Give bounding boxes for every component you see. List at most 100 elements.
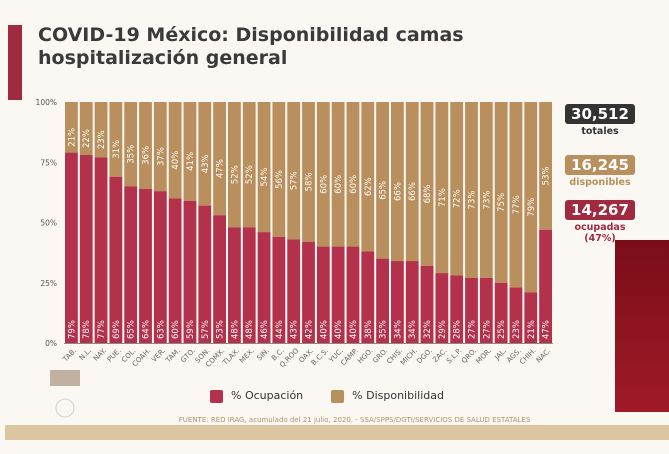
- bar-disponibilidad: [287, 102, 301, 240]
- x-tick-label: DGO.: [415, 347, 434, 366]
- data-label-disponibilidad: 71%: [438, 188, 448, 207]
- data-label-disponibilidad: 60%: [319, 175, 329, 194]
- bar-ocupacion: [153, 191, 167, 343]
- bar-disponibilidad: [94, 102, 108, 158]
- data-label-ocupacion: 32%: [423, 320, 433, 339]
- bar-disponibilidad: [524, 102, 538, 293]
- data-label-ocupacion: 38%: [364, 320, 374, 339]
- legend-swatch-ocupacion: [210, 389, 223, 403]
- x-tick-label: TAM.: [164, 347, 182, 365]
- data-label-ocupacion: 48%: [245, 320, 255, 339]
- title-accent-bar: [8, 25, 22, 100]
- data-label-disponibilidad: 53%: [542, 166, 552, 185]
- x-tick-label: GTO.: [179, 347, 197, 365]
- bar-ocupacion: [361, 251, 375, 343]
- disponibles-label: disponibles: [569, 177, 631, 188]
- data-label-disponibilidad: 31%: [112, 140, 122, 159]
- totales-value: 30,512: [565, 104, 635, 124]
- data-label-disponibilidad: 65%: [379, 181, 389, 200]
- bar-disponibilidad: [79, 102, 93, 156]
- data-label-ocupacion: 48%: [230, 320, 240, 339]
- data-label-disponibilidad: 35%: [127, 145, 137, 164]
- y-tick-label: 75%: [40, 158, 57, 167]
- x-tick-label: MICH.: [399, 347, 419, 367]
- data-label-disponibilidad: 23%: [97, 130, 107, 149]
- data-label-ocupacion: 65%: [127, 320, 137, 339]
- page-title: COVID-19 México: Disponibilidad camas ho…: [38, 24, 464, 69]
- data-label-ocupacion: 69%: [112, 320, 122, 339]
- bar-disponibilidad: [139, 102, 152, 189]
- bar-disponibilidad: [539, 102, 552, 230]
- bar-ocupacion: [287, 239, 301, 343]
- ocupadas-pct: (47%): [584, 233, 616, 244]
- bar-ocupacion: [405, 261, 419, 343]
- y-tick-label: 0%: [45, 339, 57, 348]
- bar-ocupacion: [272, 236, 286, 343]
- legend-label-disponibilidad: % Disponibilidad: [352, 389, 444, 402]
- totales-label: totales: [581, 126, 619, 137]
- data-label-disponibilidad: 75%: [497, 193, 507, 212]
- chart-legend: % Ocupación % Disponibilidad: [210, 389, 444, 403]
- video-overlay-panel: [615, 240, 669, 412]
- disponibles-value: 16,245: [565, 155, 635, 175]
- data-label-ocupacion: 23%: [512, 320, 522, 339]
- stat-disponibles: 16,245 disponibles: [565, 155, 635, 188]
- bar-disponibilidad: [420, 102, 434, 266]
- x-tick-label: VER.: [150, 347, 167, 364]
- data-label-disponibilidad: 58%: [305, 172, 315, 191]
- data-label-ocupacion: 78%: [82, 320, 92, 339]
- bar-disponibilidad: [494, 102, 508, 283]
- data-label-ocupacion: 21%: [527, 320, 537, 339]
- ocupadas-value: 14,267: [565, 200, 635, 220]
- bar-ocupacion: [524, 292, 538, 343]
- data-label-disponibilidad: 37%: [156, 147, 166, 166]
- data-label-ocupacion: 27%: [468, 320, 478, 339]
- x-tick-label: N.L.: [78, 347, 93, 362]
- bar-disponibilidad: [465, 102, 478, 278]
- data-label-disponibilidad: 47%: [216, 159, 226, 178]
- bar-ocupacion: [213, 215, 226, 343]
- bar-disponibilidad: [109, 102, 123, 177]
- bar-ocupacion: [94, 157, 108, 343]
- data-label-ocupacion: 53%: [216, 320, 226, 339]
- data-label-ocupacion: 63%: [156, 320, 166, 339]
- bar-disponibilidad: [376, 102, 389, 259]
- bar-disponibilidad: [124, 102, 138, 187]
- data-label-disponibilidad: 43%: [201, 154, 211, 173]
- data-label-disponibilidad: 54%: [260, 168, 270, 187]
- bar-ocupacion: [168, 198, 182, 343]
- bar-disponibilidad: [331, 102, 345, 247]
- legend-disponibilidad: % Disponibilidad: [331, 389, 444, 403]
- legend-swatch-disponibilidad: [331, 389, 345, 403]
- x-tick-label: QRO.: [460, 347, 478, 365]
- bar-ocupacion: [242, 227, 256, 343]
- x-tick-label: SIN.: [255, 347, 271, 363]
- bar-ocupacion: [450, 275, 464, 343]
- source-note: FUENTE: RED IRAG, acumulado del 21 julio…: [178, 416, 531, 424]
- x-tick-label: CHIH.: [518, 347, 538, 367]
- data-label-ocupacion: 57%: [201, 320, 211, 339]
- bar-disponibilidad: [302, 102, 315, 242]
- legend-ocupacion: % Ocupación: [210, 389, 303, 403]
- data-label-ocupacion: 60%: [171, 320, 181, 339]
- x-tick-label: S.L.P.: [445, 347, 463, 365]
- bar-ocupacion: [316, 246, 330, 343]
- footer-band: [5, 425, 669, 440]
- bar-ocupacion: [139, 188, 152, 343]
- ocupadas-label: ocupadas: [574, 222, 626, 233]
- bar-disponibilidad: [346, 102, 360, 247]
- government-logo-icon: [50, 370, 80, 418]
- bar-ocupacion: [109, 176, 123, 343]
- data-label-disponibilidad: 73%: [468, 191, 478, 210]
- data-label-ocupacion: 40%: [334, 320, 344, 339]
- bar-disponibilidad: [242, 102, 256, 228]
- data-label-ocupacion: 40%: [319, 320, 329, 339]
- data-label-ocupacion: 27%: [482, 320, 492, 339]
- data-label-ocupacion: 40%: [349, 320, 359, 339]
- x-tick-label: NAY.: [92, 347, 108, 363]
- data-label-disponibilidad: 21%: [67, 128, 77, 147]
- data-label-ocupacion: 29%: [438, 320, 448, 339]
- bar-ocupacion: [376, 258, 389, 343]
- bar-disponibilidad: [479, 102, 493, 278]
